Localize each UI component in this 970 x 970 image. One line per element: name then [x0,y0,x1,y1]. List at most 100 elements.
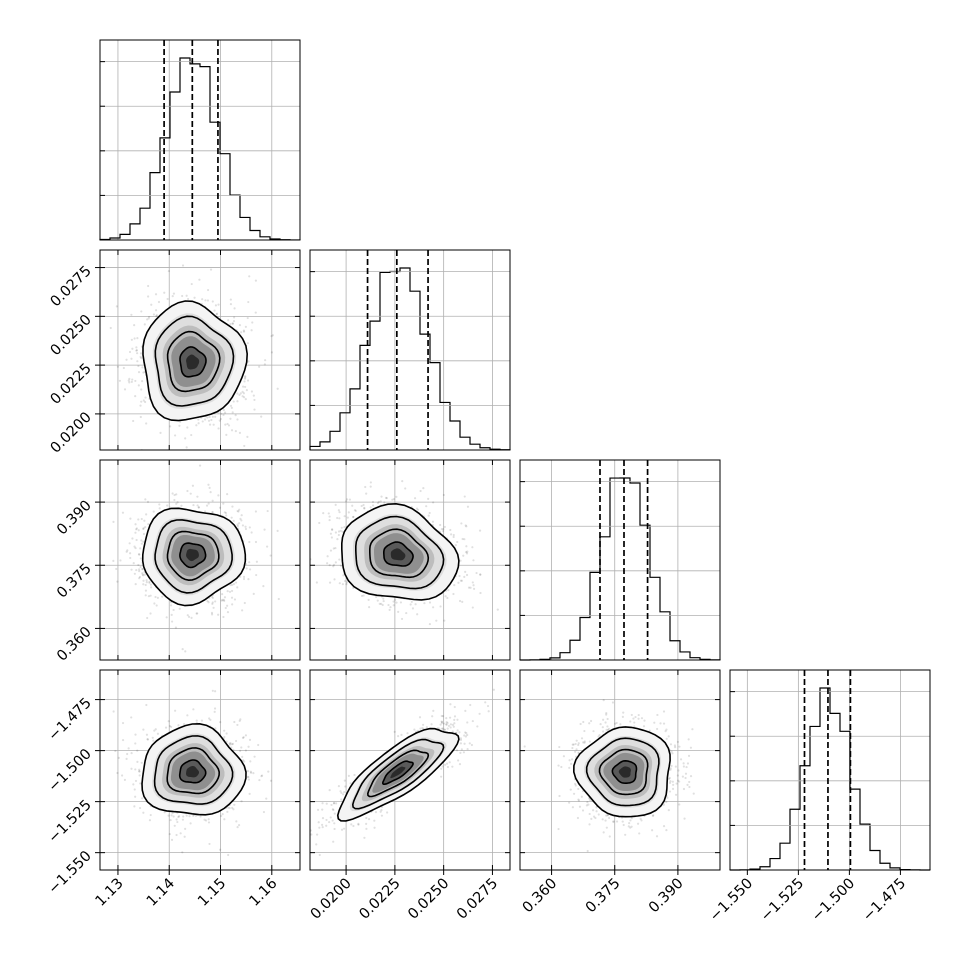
sample-point [456,718,459,721]
sample-point [175,833,178,837]
sample-point [652,814,655,817]
sample-point [186,426,189,429]
sample-point [139,782,142,785]
sample-point [147,595,151,598]
sample-point [384,496,388,499]
sample-point [577,787,580,791]
sample-point [595,806,598,809]
sample-point [143,573,147,576]
sample-point [464,731,467,734]
sample-point [185,814,188,817]
sample-point [146,738,149,741]
sample-point [572,743,575,746]
sample-point [186,614,189,617]
sample-point [619,723,622,726]
sample-point [137,384,140,387]
sample-point [223,511,226,514]
sample-point [405,611,408,615]
sample-point [229,404,233,407]
sample-point [174,709,177,712]
sample-point [458,599,462,603]
sample-point [138,568,141,571]
sample-point [605,713,608,716]
sample-point [607,727,611,730]
sample-point [453,722,456,725]
sample-point [332,840,335,843]
sample-point [209,491,212,494]
sample-point [238,393,241,396]
sample-point [360,504,363,508]
sample-point [184,437,187,440]
sample-point [337,530,341,533]
sample-point [643,719,646,722]
sample-point [321,802,324,805]
sample-point [204,819,208,822]
sample-point [156,596,159,600]
sample-point [246,379,250,382]
sample-point [248,568,252,571]
sample-point [570,758,574,761]
sample-point [186,489,189,493]
sample-point [475,571,478,575]
sample-point [178,424,181,427]
sample-point [446,727,449,730]
sample-point [362,503,365,507]
sample-point [167,720,170,723]
sample-point [332,565,335,568]
sample-point [147,315,151,319]
sample-point [134,546,137,550]
panel-frame [99,39,301,241]
sample-point [115,305,118,308]
sample-point [328,563,331,567]
sample-point [379,500,382,503]
sample-point [200,719,204,722]
sample-point [179,832,182,835]
sample-point [463,742,466,745]
sample-point [345,498,349,501]
sample-point [577,742,580,745]
sample-point [132,562,135,565]
sample-point [264,359,267,362]
sample-point [144,589,148,592]
sample-point [415,507,419,510]
sample-point [255,573,258,577]
sample-point [144,400,147,404]
x-tick-label: 0.0225 [357,876,404,923]
pair-panel-0-1 [99,249,301,451]
sample-point [142,527,145,531]
sample-point [214,415,217,418]
sample-point [428,601,432,604]
sample-point [676,779,680,782]
sample-point [178,607,181,610]
sample-point [432,501,435,504]
sample-point [191,484,195,487]
sample-point [238,719,241,722]
sample-point [180,504,183,507]
sample-point [235,581,238,584]
sample-point [640,819,643,822]
panel-frame [99,459,301,661]
sample-point [136,749,139,752]
sample-point [233,316,236,319]
sample-point [382,599,385,603]
sample-point [601,818,604,821]
sample-point [226,810,229,813]
sample-point [144,594,147,597]
sample-point [154,728,157,731]
sample-point [182,815,185,818]
sample-point [595,810,598,813]
sample-point [175,818,178,821]
sample-point [318,853,321,857]
sample-point [574,742,577,746]
sample-point [338,517,341,520]
sample-point [185,446,188,449]
sample-point [331,819,334,822]
sample-point [387,603,390,607]
sample-point [254,279,257,282]
sample-point [189,492,192,495]
sample-point [681,775,684,778]
sample-point [262,810,266,814]
density-band [618,766,631,778]
sample-point [419,727,422,730]
sample-point [686,783,689,787]
